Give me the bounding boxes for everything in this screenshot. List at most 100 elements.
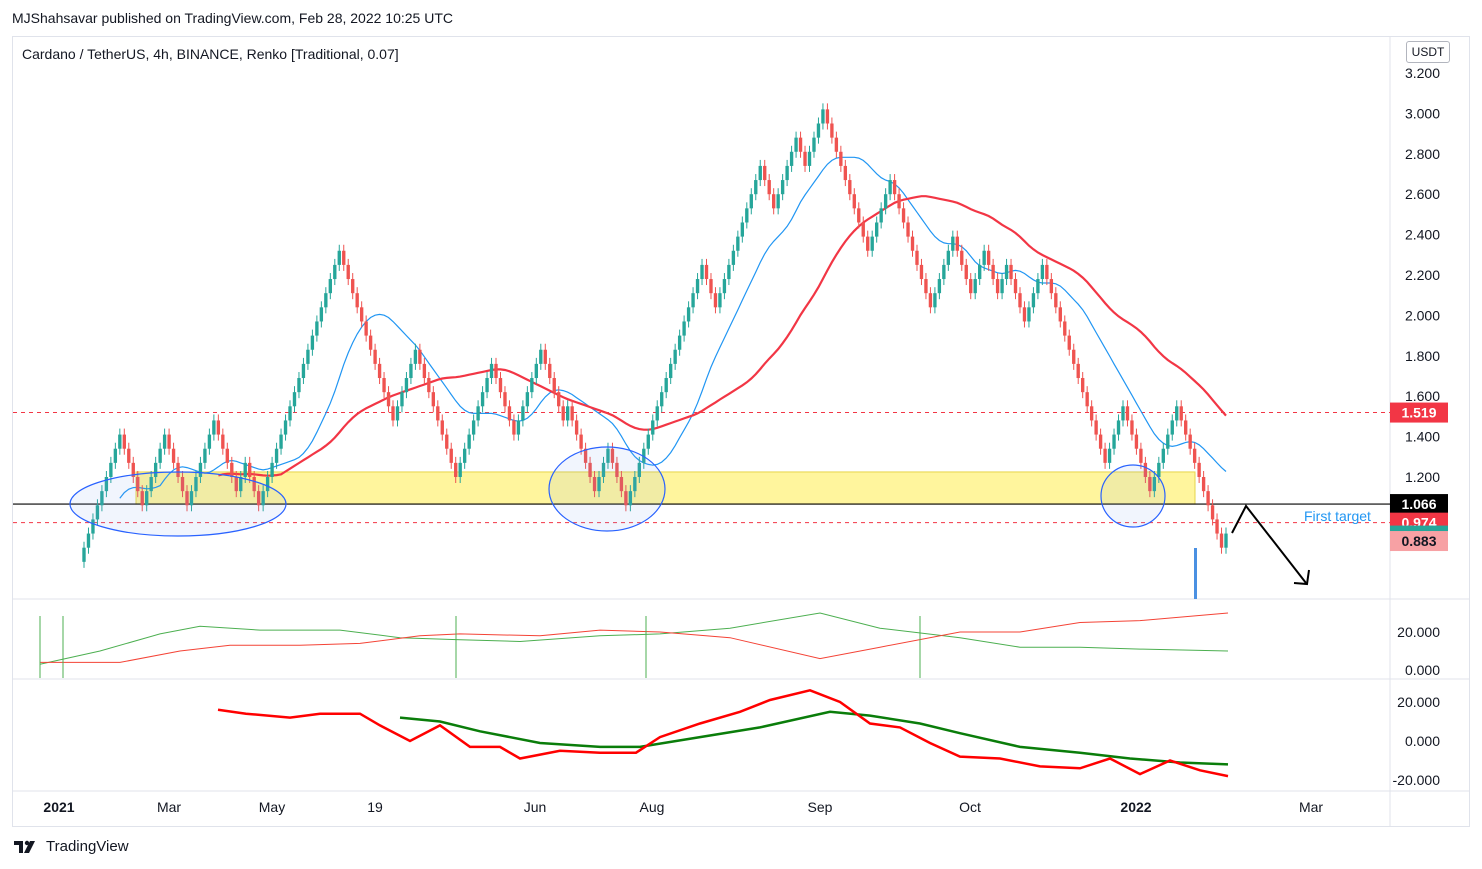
renko-brick xyxy=(973,279,977,294)
price-label-box xyxy=(1390,402,1448,423)
tradingview-logo-icon xyxy=(14,840,35,853)
renko-brick xyxy=(467,434,471,449)
renko-brick xyxy=(131,462,135,477)
time-tick-label: Oct xyxy=(959,799,981,815)
renko-brick xyxy=(1089,406,1094,421)
renko-brick xyxy=(158,448,162,463)
renko-brick xyxy=(1224,533,1228,548)
price-tick-label: 3.200 xyxy=(1405,65,1440,81)
renko-brick xyxy=(328,279,332,294)
price-label-box xyxy=(1390,531,1448,552)
renko-brick xyxy=(700,264,704,280)
renko-brick xyxy=(1197,462,1201,477)
renko-brick xyxy=(879,208,883,223)
dmi-tick-label: 20.000 xyxy=(1397,624,1440,640)
renko-brick xyxy=(1004,264,1009,280)
dmi-tick-label: 0.000 xyxy=(1405,662,1440,678)
renko-brick xyxy=(431,392,435,407)
renko-brick xyxy=(964,264,968,280)
renko-brick xyxy=(579,434,583,449)
price-tick-label: 2.400 xyxy=(1405,227,1440,243)
renko-brick xyxy=(1166,434,1170,449)
renko-brick xyxy=(180,477,185,492)
price-tick-label: 1.800 xyxy=(1405,348,1440,364)
first-target-label: First target xyxy=(1304,508,1371,524)
renko-brick xyxy=(404,378,409,393)
renko-brick xyxy=(870,236,874,251)
renko-brick xyxy=(727,264,731,280)
renko-brick xyxy=(919,264,924,280)
renko-brick xyxy=(754,180,758,195)
renko-brick xyxy=(507,406,512,421)
renko-brick xyxy=(230,462,234,477)
currency-badge[interactable]: USDT xyxy=(1406,41,1450,63)
osc-tick-label: 0.000 xyxy=(1405,733,1440,749)
price-tick-label: 1.400 xyxy=(1405,429,1440,445)
renko-brick xyxy=(301,363,306,379)
renko-brick xyxy=(910,236,915,251)
renko-brick xyxy=(637,462,642,477)
renko-brick xyxy=(104,477,109,492)
renko-brick xyxy=(651,420,655,435)
renko-brick xyxy=(221,434,225,449)
renko-brick xyxy=(1170,420,1174,435)
renko-brick xyxy=(695,279,700,294)
tradingview-brand[interactable]: TradingView xyxy=(14,838,129,855)
renko-brick xyxy=(198,462,203,477)
renko-brick xyxy=(660,392,664,407)
renko-brick xyxy=(843,165,848,181)
renko-brick xyxy=(924,279,928,294)
renko-brick xyxy=(995,279,1000,294)
renko-brick xyxy=(480,392,485,407)
renko-brick xyxy=(145,491,149,506)
renko-brick xyxy=(655,406,659,421)
renko-brick xyxy=(498,378,503,393)
time-tick-label: Mar xyxy=(157,799,181,815)
renko-brick xyxy=(1049,279,1054,294)
renko-brick xyxy=(1121,406,1125,421)
renko-brick xyxy=(691,293,695,308)
renko-brick xyxy=(118,434,122,449)
renko-brick xyxy=(212,420,216,435)
marker-bar xyxy=(1194,548,1197,599)
renko-brick xyxy=(292,392,297,407)
renko-brick xyxy=(243,462,247,477)
renko-brick xyxy=(548,363,552,379)
renko-brick xyxy=(418,349,422,364)
renko-brick xyxy=(239,477,243,492)
symbol-title[interactable]: Cardano / TetherUS, 4h, BINANCE, Renko [… xyxy=(22,46,399,62)
price-tick-label: 2.200 xyxy=(1405,267,1440,283)
price-label-box xyxy=(1390,494,1448,515)
renko-brick xyxy=(1000,279,1004,294)
renko-brick xyxy=(1058,307,1062,322)
renko-brick xyxy=(324,293,328,308)
renko-brick xyxy=(359,307,364,322)
renko-brick xyxy=(462,448,467,463)
renko-brick xyxy=(440,420,444,435)
renko-brick xyxy=(136,477,140,492)
renko-brick xyxy=(333,264,337,280)
renko-brick xyxy=(960,250,964,265)
renko-brick xyxy=(449,448,453,463)
osc-tick-label: 20.000 xyxy=(1397,694,1440,710)
price-tick-label: 3.000 xyxy=(1405,105,1440,121)
renko-brick xyxy=(494,363,498,379)
ma-slow-line xyxy=(218,195,1227,477)
renko-brick xyxy=(1192,448,1197,463)
renko-brick xyxy=(342,250,346,265)
renko-brick xyxy=(763,165,767,181)
renko-brick xyxy=(471,420,476,435)
renko-brick xyxy=(825,109,830,124)
renko-brick xyxy=(704,264,709,280)
renko-brick xyxy=(109,462,113,477)
renko-brick xyxy=(225,448,229,463)
renko-brick xyxy=(100,491,104,506)
renko-brick xyxy=(767,180,771,195)
price-tick-label: 2.800 xyxy=(1405,146,1440,162)
renko-brick xyxy=(216,420,221,435)
renko-brick xyxy=(1201,477,1206,492)
renko-brick xyxy=(951,236,955,251)
renko-brick xyxy=(1081,378,1085,393)
price-label: 1.066 xyxy=(1401,496,1436,512)
